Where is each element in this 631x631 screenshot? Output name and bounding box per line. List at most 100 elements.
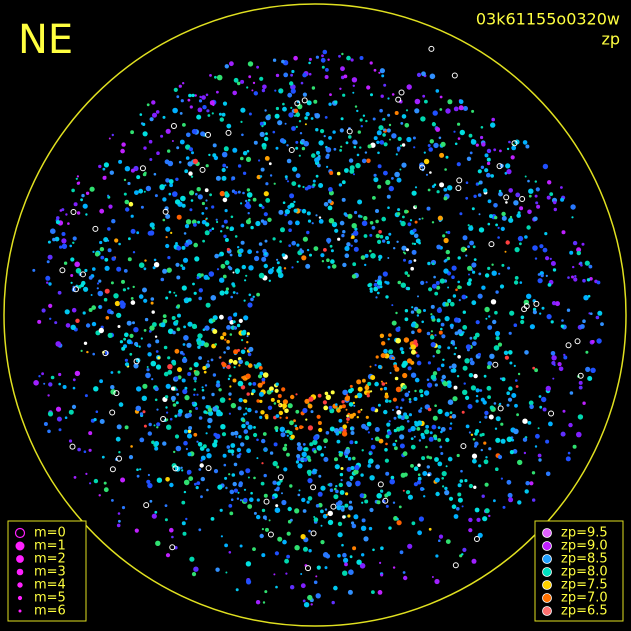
star — [506, 391, 511, 396]
star — [291, 266, 294, 269]
star — [230, 449, 235, 454]
star — [151, 513, 157, 519]
star — [129, 352, 133, 356]
star — [427, 473, 431, 477]
star — [235, 588, 239, 592]
star — [128, 201, 134, 207]
star — [552, 377, 555, 380]
star — [382, 239, 386, 243]
star — [325, 155, 330, 159]
star — [338, 427, 344, 432]
star — [144, 259, 147, 262]
star — [410, 437, 414, 440]
star — [386, 491, 392, 497]
star — [226, 247, 230, 252]
star — [163, 371, 169, 377]
star — [505, 201, 508, 204]
star — [478, 464, 482, 468]
star — [156, 477, 163, 483]
star — [431, 283, 437, 289]
star — [301, 451, 307, 457]
star-ring — [496, 163, 503, 170]
star — [508, 350, 513, 355]
star-ring — [143, 502, 150, 509]
star — [416, 308, 422, 314]
star — [396, 520, 402, 526]
star — [478, 213, 481, 216]
star — [72, 241, 75, 244]
star — [337, 237, 341, 241]
star — [341, 197, 346, 202]
zp-label: zp=9.5 — [561, 526, 608, 541]
star — [350, 58, 354, 62]
star — [341, 543, 344, 547]
star — [315, 128, 319, 132]
star — [283, 267, 287, 270]
star — [420, 280, 425, 285]
star — [201, 220, 207, 225]
star — [307, 458, 312, 462]
star — [418, 409, 422, 413]
star — [488, 414, 494, 420]
star — [506, 169, 512, 175]
star — [370, 390, 373, 393]
star — [222, 163, 227, 168]
star — [183, 325, 187, 329]
star — [172, 191, 178, 197]
star — [542, 163, 549, 170]
star-ring — [288, 147, 295, 154]
star — [344, 168, 349, 173]
star — [121, 346, 126, 351]
star — [379, 234, 384, 239]
star — [174, 414, 178, 418]
star — [480, 165, 485, 169]
star — [468, 373, 474, 378]
star — [240, 156, 244, 161]
star — [267, 217, 272, 222]
star — [262, 84, 267, 90]
star — [281, 59, 285, 64]
star — [262, 601, 266, 604]
star — [437, 411, 440, 414]
star — [338, 183, 343, 187]
star — [341, 180, 346, 185]
star — [378, 230, 382, 234]
star — [448, 365, 452, 369]
star — [449, 415, 453, 419]
star — [341, 431, 348, 437]
star — [198, 468, 202, 471]
star — [567, 451, 571, 455]
star — [367, 283, 372, 288]
star — [441, 334, 446, 339]
star — [239, 544, 243, 548]
star — [282, 399, 288, 405]
star — [259, 533, 264, 539]
star — [465, 395, 470, 400]
star — [143, 190, 146, 193]
star — [52, 237, 56, 242]
star — [145, 372, 151, 379]
star — [209, 100, 215, 106]
star — [417, 476, 422, 481]
star — [416, 480, 422, 485]
star — [536, 204, 541, 209]
star — [74, 261, 80, 268]
star — [212, 153, 217, 158]
star — [272, 130, 276, 134]
star — [346, 242, 351, 247]
star — [352, 91, 355, 94]
star — [535, 201, 539, 205]
star — [48, 382, 53, 387]
star — [368, 460, 372, 464]
star — [291, 126, 296, 131]
star — [247, 424, 253, 430]
star — [439, 95, 443, 99]
star — [348, 505, 354, 511]
star — [202, 105, 207, 110]
star — [88, 431, 93, 436]
star — [126, 320, 132, 326]
star — [397, 414, 402, 419]
zp-label: zp=8.5 — [561, 552, 608, 567]
star — [253, 91, 258, 96]
star — [330, 259, 335, 264]
